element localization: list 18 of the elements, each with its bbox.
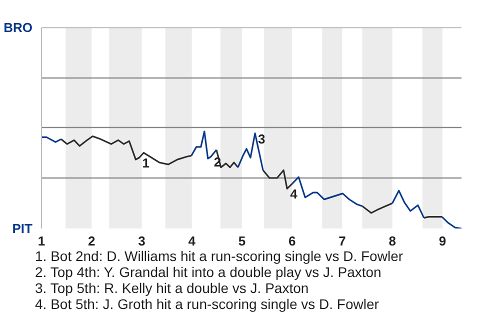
- annotation: 1: [142, 156, 150, 171]
- x-tick-label: 2: [88, 234, 96, 248]
- text: PIT: [12, 221, 33, 236]
- text: 2. Top 4th: Y. Grandal hit into a double play vs J. Paxton: [35, 264, 382, 280]
- x-tick-label: 5: [238, 234, 246, 248]
- x-tick-label: 9: [438, 234, 446, 248]
- annotation: 3: [258, 131, 266, 146]
- x-tick-label: 6: [288, 234, 296, 248]
- x-tick-label: 7: [338, 234, 346, 248]
- text: 1. Bot 2nd: D. Williams hit a run-scoring single vs D. Fowler: [35, 248, 404, 264]
- x-tick-label: 3: [138, 234, 146, 248]
- text: 3. Top 5th: R. Kelly hit a double vs J. Paxton: [35, 280, 309, 296]
- annotation: 4: [290, 186, 298, 202]
- text: 4. Bot 5th: J. Groth hit a run-scoring single vs D. Fowler: [35, 296, 379, 312]
- x-tick-label: 1: [38, 234, 46, 248]
- x-tick-label: 8: [388, 234, 396, 248]
- x-tick-label: 4: [188, 234, 196, 248]
- ref-line-label: BRO: [4, 20, 32, 35]
